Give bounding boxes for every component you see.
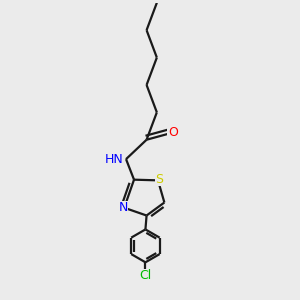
Text: O: O [168, 126, 178, 140]
Text: S: S [155, 173, 163, 186]
Text: Cl: Cl [139, 269, 152, 283]
Text: HN: HN [104, 153, 123, 166]
Text: N: N [118, 201, 128, 214]
